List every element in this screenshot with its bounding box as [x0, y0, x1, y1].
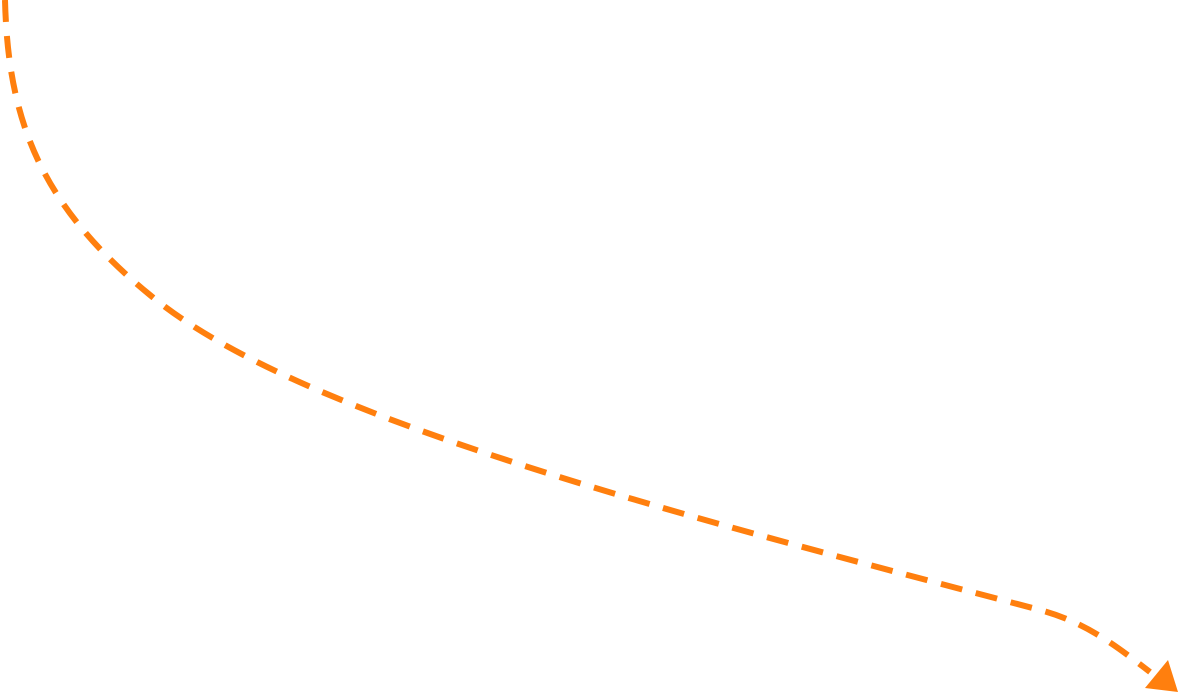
- dashed-connector: [2, 0, 1152, 675]
- arrowhead: [1145, 660, 1178, 692]
